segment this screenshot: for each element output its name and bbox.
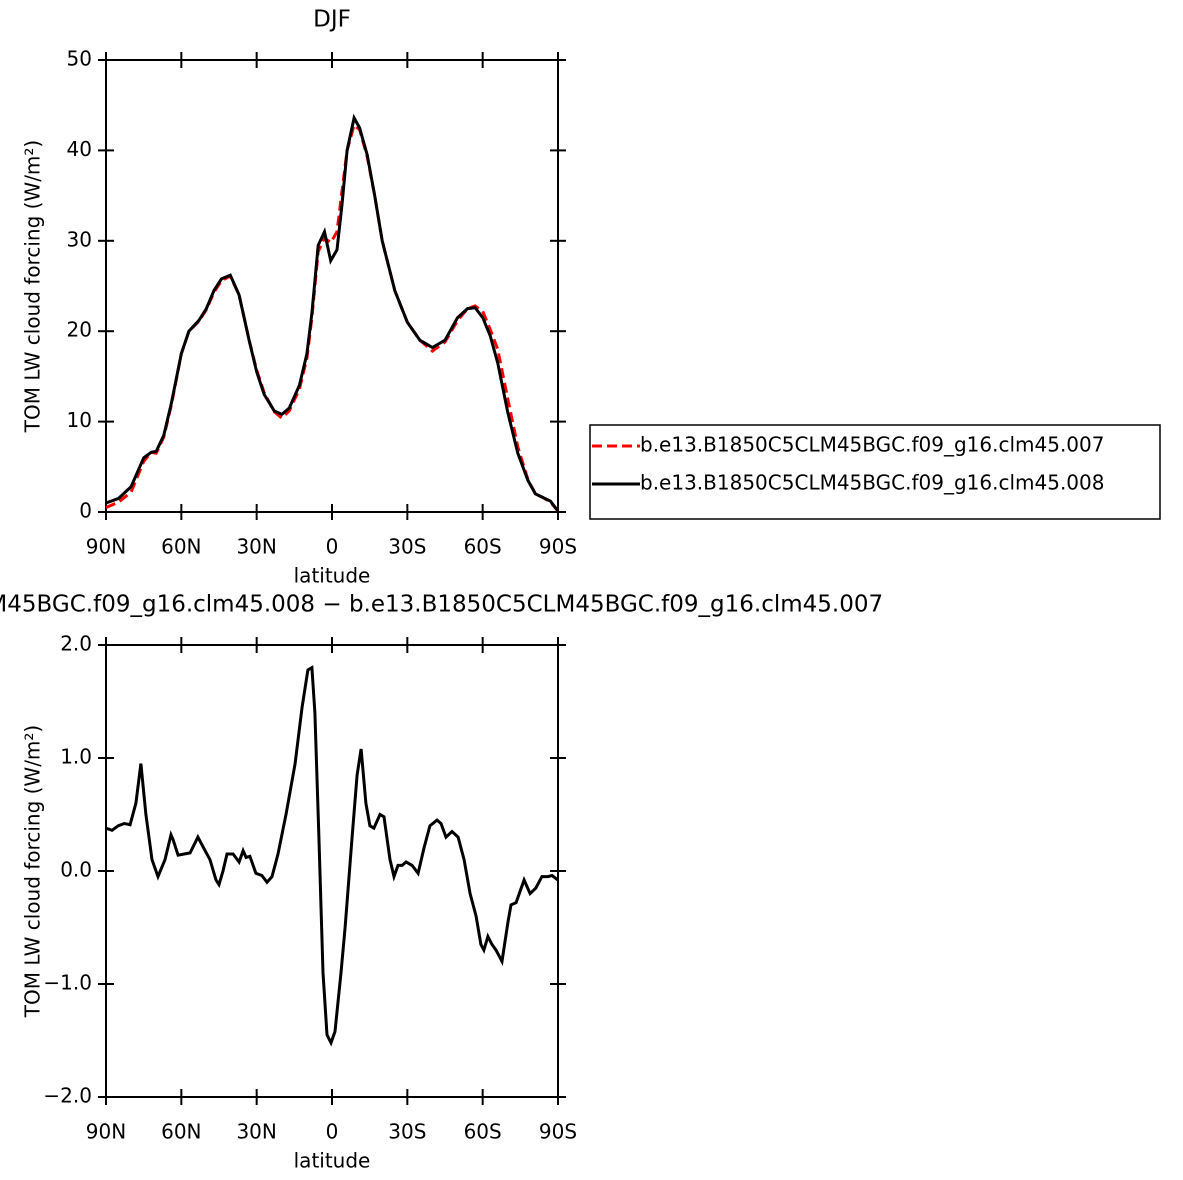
y-axis-label: TOM LW cloud forcing (W/m²): [21, 140, 45, 434]
plot-frame: [105, 644, 559, 1098]
legend-box: [589, 424, 1161, 520]
x-tick-label: 30N: [236, 1120, 276, 1144]
legend-label: b.e13.B1850C5CLM45BGC.f09_g16.clm45.007: [640, 433, 1104, 457]
x-tick-label: 30N: [236, 535, 276, 559]
x-axis-label: latitude: [294, 1149, 371, 1173]
y-axis-label: TOM LW cloud forcing (W/m²): [21, 725, 45, 1019]
x-tick-label: 60N: [161, 535, 201, 559]
x-axis-label: latitude: [294, 564, 371, 588]
x-tick-label: 60S: [464, 535, 502, 559]
y-tick-label: 1.0: [60, 745, 92, 769]
y-tick-label: 0: [79, 499, 92, 523]
x-tick-label: 0: [326, 535, 339, 559]
y-tick-label: 20: [67, 318, 92, 342]
y-tick-label: 2.0: [60, 632, 92, 656]
x-tick-label: 90N: [86, 535, 126, 559]
chart-title: b.e13.B1850C5CLM45BGC.f09_g16.clm45.008 …: [0, 592, 883, 618]
plot-frame: [105, 59, 559, 513]
data-line: [105, 122, 560, 513]
data-line: [105, 665, 559, 1047]
x-tick-label: 90S: [539, 535, 577, 559]
y-tick-label: 0.0: [60, 858, 92, 882]
y-tick-label: 50: [67, 47, 92, 71]
y-tick-label: 40: [67, 137, 92, 161]
x-tick-label: 90S: [539, 1120, 577, 1144]
x-tick-label: 60S: [464, 1120, 502, 1144]
y-tick-label: −2.0: [43, 1084, 92, 1108]
y-tick-label: 30: [67, 227, 92, 251]
x-tick-label: 30S: [388, 535, 426, 559]
data-line: [105, 113, 560, 513]
x-tick-label: 30S: [388, 1120, 426, 1144]
chart-title: DJF: [313, 7, 351, 33]
y-tick-label: −1.0: [43, 971, 92, 995]
x-tick-label: 60N: [161, 1120, 201, 1144]
x-tick-label: 90N: [86, 1120, 126, 1144]
legend-label: b.e13.B1850C5CLM45BGC.f09_g16.clm45.008: [640, 471, 1104, 495]
x-tick-label: 0: [326, 1120, 339, 1144]
y-tick-label: 10: [67, 408, 92, 432]
